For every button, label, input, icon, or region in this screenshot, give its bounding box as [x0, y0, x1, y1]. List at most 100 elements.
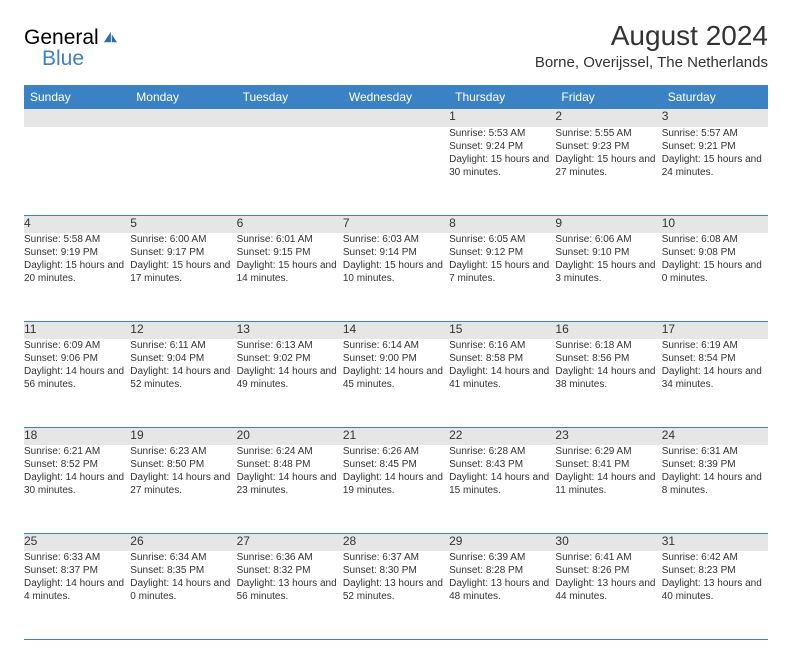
daylight-text: Daylight: 14 hours and 15 minutes. — [449, 471, 555, 497]
day-header: Tuesday — [237, 85, 343, 109]
daylight-text: Daylight: 15 hours and 14 minutes. — [237, 259, 343, 285]
day-number: 18 — [24, 427, 130, 445]
day-number: 4 — [24, 215, 130, 233]
day-number: 13 — [237, 321, 343, 339]
day-number: 16 — [555, 321, 661, 339]
day-cell: Sunrise: 6:16 AMSunset: 8:58 PMDaylight:… — [449, 339, 555, 427]
calendar-body: 123Sunrise: 5:53 AMSunset: 9:24 PMDaylig… — [24, 109, 768, 639]
sunset-text: Sunset: 9:15 PM — [237, 246, 343, 259]
daylight-text: Daylight: 15 hours and 30 minutes. — [449, 153, 555, 179]
day-cell: Sunrise: 6:37 AMSunset: 8:30 PMDaylight:… — [343, 551, 449, 639]
sunrise-text: Sunrise: 6:19 AM — [662, 339, 768, 352]
sunset-text: Sunset: 9:06 PM — [24, 352, 130, 365]
day-number: 6 — [237, 215, 343, 233]
day-number: 23 — [555, 427, 661, 445]
day-cell — [130, 127, 236, 215]
content-row: Sunrise: 6:33 AMSunset: 8:37 PMDaylight:… — [24, 551, 768, 639]
sunrise-text: Sunrise: 6:06 AM — [555, 233, 661, 246]
day-number: 30 — [555, 533, 661, 551]
daylight-text: Daylight: 15 hours and 20 minutes. — [24, 259, 130, 285]
day-number: 15 — [449, 321, 555, 339]
sunrise-text: Sunrise: 6:01 AM — [237, 233, 343, 246]
daylight-text: Daylight: 14 hours and 41 minutes. — [449, 365, 555, 391]
sunrise-text: Sunrise: 6:33 AM — [24, 551, 130, 564]
daylight-text: Daylight: 15 hours and 0 minutes. — [662, 259, 768, 285]
sunset-text: Sunset: 8:43 PM — [449, 458, 555, 471]
day-number: 21 — [343, 427, 449, 445]
sunrise-text: Sunrise: 6:05 AM — [449, 233, 555, 246]
day-cell: Sunrise: 6:14 AMSunset: 9:00 PMDaylight:… — [343, 339, 449, 427]
day-number — [130, 109, 236, 127]
day-number — [24, 109, 130, 127]
sunrise-text: Sunrise: 6:11 AM — [130, 339, 236, 352]
daylight-text: Daylight: 13 hours and 52 minutes. — [343, 577, 449, 603]
day-cell: Sunrise: 6:42 AMSunset: 8:23 PMDaylight:… — [662, 551, 768, 639]
location-text: Borne, Overijssel, The Netherlands — [535, 54, 768, 71]
day-number: 10 — [662, 215, 768, 233]
sunset-text: Sunset: 8:30 PM — [343, 564, 449, 577]
daylight-text: Daylight: 13 hours and 40 minutes. — [662, 577, 768, 603]
sunset-text: Sunset: 9:23 PM — [555, 140, 661, 153]
day-cell: Sunrise: 6:34 AMSunset: 8:35 PMDaylight:… — [130, 551, 236, 639]
daylight-text: Daylight: 14 hours and 19 minutes. — [343, 471, 449, 497]
sunrise-text: Sunrise: 6:21 AM — [24, 445, 130, 458]
daylight-text: Daylight: 14 hours and 56 minutes. — [24, 365, 130, 391]
day-cell: Sunrise: 5:53 AMSunset: 9:24 PMDaylight:… — [449, 127, 555, 215]
day-number: 31 — [662, 533, 768, 551]
daylight-text: Daylight: 14 hours and 52 minutes. — [130, 365, 236, 391]
day-number: 1 — [449, 109, 555, 127]
sunrise-text: Sunrise: 6:31 AM — [662, 445, 768, 458]
sunrise-text: Sunrise: 6:36 AM — [237, 551, 343, 564]
daylight-text: Daylight: 15 hours and 17 minutes. — [130, 259, 236, 285]
sunset-text: Sunset: 8:32 PM — [237, 564, 343, 577]
calendar-page: GeneralBlue August 2024 Borne, Overijsse… — [0, 0, 792, 660]
daylight-text: Daylight: 14 hours and 34 minutes. — [662, 365, 768, 391]
day-cell: Sunrise: 6:21 AMSunset: 8:52 PMDaylight:… — [24, 445, 130, 533]
daylight-text: Daylight: 14 hours and 27 minutes. — [130, 471, 236, 497]
sunrise-text: Sunrise: 6:16 AM — [449, 339, 555, 352]
sunrise-text: Sunrise: 6:26 AM — [343, 445, 449, 458]
logo-text-general: General — [24, 26, 99, 49]
day-cell: Sunrise: 6:26 AMSunset: 8:45 PMDaylight:… — [343, 445, 449, 533]
logo-text-blue: Blue — [42, 47, 119, 71]
sunrise-text: Sunrise: 6:39 AM — [449, 551, 555, 564]
day-number: 14 — [343, 321, 449, 339]
sunrise-text: Sunrise: 6:08 AM — [662, 233, 768, 246]
sunset-text: Sunset: 9:21 PM — [662, 140, 768, 153]
logo: GeneralBlue — [24, 26, 119, 71]
daylight-text: Daylight: 15 hours and 24 minutes. — [662, 153, 768, 179]
daylight-text: Daylight: 14 hours and 30 minutes. — [24, 471, 130, 497]
day-number: 9 — [555, 215, 661, 233]
sunrise-text: Sunrise: 6:14 AM — [343, 339, 449, 352]
sunset-text: Sunset: 8:28 PM — [449, 564, 555, 577]
content-row: Sunrise: 6:21 AMSunset: 8:52 PMDaylight:… — [24, 445, 768, 533]
sunset-text: Sunset: 8:35 PM — [130, 564, 236, 577]
daylight-text: Daylight: 14 hours and 23 minutes. — [237, 471, 343, 497]
day-cell: Sunrise: 6:19 AMSunset: 8:54 PMDaylight:… — [662, 339, 768, 427]
day-number — [343, 109, 449, 127]
day-header: Thursday — [449, 85, 555, 109]
sunset-text: Sunset: 8:39 PM — [662, 458, 768, 471]
sunset-text: Sunset: 9:19 PM — [24, 246, 130, 259]
daylight-text: Daylight: 13 hours and 44 minutes. — [555, 577, 661, 603]
sunrise-text: Sunrise: 5:57 AM — [662, 127, 768, 140]
day-number: 22 — [449, 427, 555, 445]
sunset-text: Sunset: 9:00 PM — [343, 352, 449, 365]
sunset-text: Sunset: 8:41 PM — [555, 458, 661, 471]
sunset-text: Sunset: 9:02 PM — [237, 352, 343, 365]
daynum-row: 25262728293031 — [24, 533, 768, 551]
daylight-text: Daylight: 15 hours and 3 minutes. — [555, 259, 661, 285]
sunrise-text: Sunrise: 6:13 AM — [237, 339, 343, 352]
content-row: Sunrise: 5:58 AMSunset: 9:19 PMDaylight:… — [24, 233, 768, 321]
day-number: 17 — [662, 321, 768, 339]
day-number — [237, 109, 343, 127]
daynum-row: 123 — [24, 109, 768, 127]
sunset-text: Sunset: 8:52 PM — [24, 458, 130, 471]
sunrise-text: Sunrise: 6:24 AM — [237, 445, 343, 458]
day-cell: Sunrise: 6:23 AMSunset: 8:50 PMDaylight:… — [130, 445, 236, 533]
page-header: GeneralBlue August 2024 Borne, Overijsse… — [24, 20, 768, 71]
content-row: Sunrise: 5:53 AMSunset: 9:24 PMDaylight:… — [24, 127, 768, 215]
daylight-text: Daylight: 14 hours and 4 minutes. — [24, 577, 130, 603]
day-number: 26 — [130, 533, 236, 551]
day-number: 11 — [24, 321, 130, 339]
